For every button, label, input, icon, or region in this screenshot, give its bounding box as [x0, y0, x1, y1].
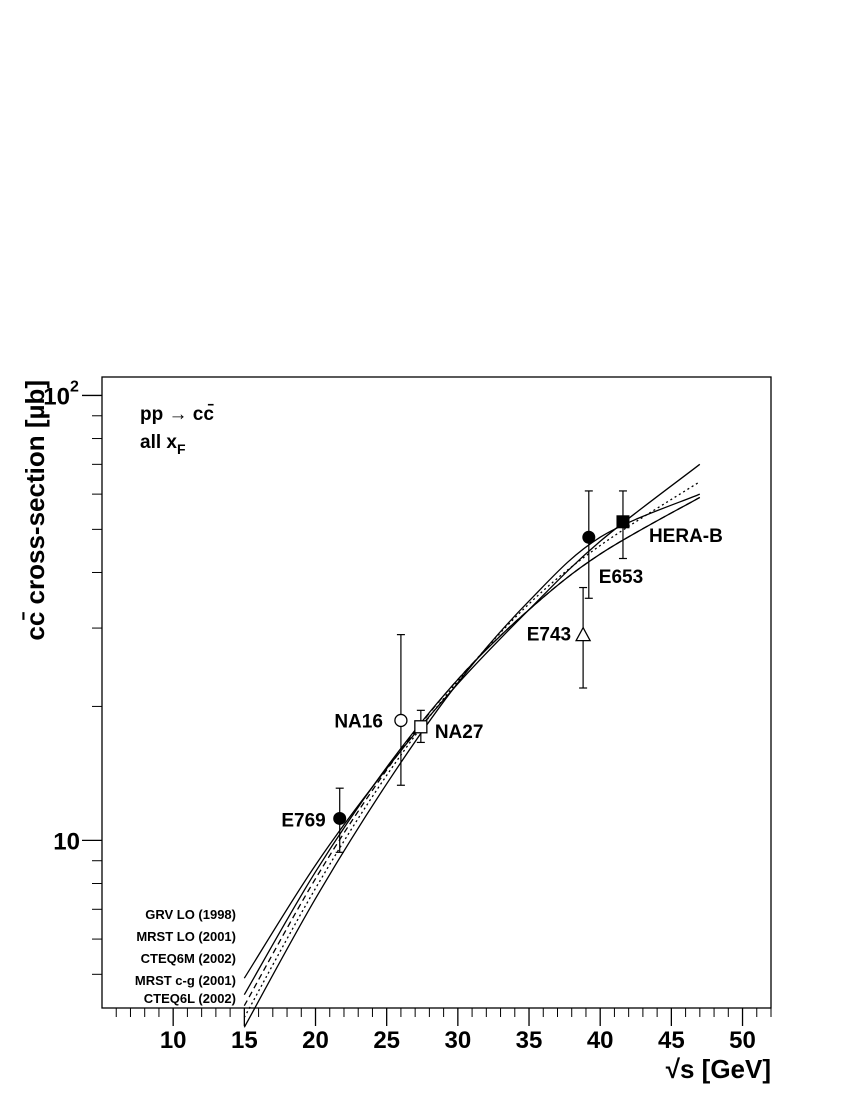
point-label: HERA-B [649, 526, 723, 547]
x-tick-label: 40 [587, 1027, 614, 1054]
marker-open-circle [394, 713, 408, 728]
curve-label-2: MRST LO (2001) [136, 929, 236, 944]
x-tick-label: 35 [516, 1027, 543, 1054]
x-tick-label: 20 [302, 1027, 329, 1054]
x-axis-title: √s [GeV] [666, 1054, 771, 1084]
plot-frame [101, 376, 772, 1009]
curve-label-1: GRV LO (1998) [145, 907, 236, 922]
data-point-e769: E769 [281, 787, 347, 853]
data-points: E769 NA16 NA27 E743 E653 HERA-B [281, 490, 723, 853]
x-tick-label: 10 [160, 1027, 187, 1054]
point-label: E769 [281, 810, 325, 831]
x-tick-label: 45 [658, 1027, 685, 1054]
x-tick-label: 15 [231, 1027, 258, 1054]
y-tick-label: 10 [53, 828, 80, 855]
curves [243, 463, 701, 1028]
curve-5 [243, 493, 701, 1028]
y-tick-exponent: 2 [70, 378, 79, 395]
data-point-na27: NA27 [414, 709, 484, 744]
labels: GRV LO (1998) MRST LO (2001) CTEQ6M (2002)… [135, 907, 236, 1006]
curve-4 [243, 481, 701, 1018]
marker-filled-circle [333, 811, 347, 825]
marker-open-triangle [575, 626, 592, 642]
annotation-line-2: all xF [140, 432, 186, 457]
x-tick-label: 50 [729, 1027, 756, 1054]
point-label: NA27 [435, 722, 484, 743]
x-tick-label: 30 [444, 1027, 471, 1054]
x-tick-label: 25 [373, 1027, 400, 1054]
curve-3 [243, 496, 701, 1007]
curve-label-4: MRST c-g (2001) [135, 973, 236, 988]
data-point-e743: E743 [527, 586, 592, 689]
annotation-subscript: F [177, 441, 186, 457]
marker-filled-circle [582, 530, 596, 544]
y-axis-title: cc̄ cross-section [µb] [20, 380, 50, 641]
marker-open-square [414, 720, 428, 734]
point-label: NA16 [334, 711, 383, 732]
data-point-e653: E653 [582, 490, 643, 599]
point-label: E743 [527, 625, 571, 646]
y-tick-label: 10 [43, 383, 70, 410]
data-point-na16: NA16 [334, 634, 408, 786]
point-label: E653 [599, 567, 643, 588]
marker-filled-square [616, 515, 630, 529]
curve-label-3: CTEQ6M (2002) [141, 951, 236, 966]
curve-label-5: CTEQ6L (2002) [144, 991, 236, 1006]
annotation-line-1: pp → cc̄ [140, 404, 214, 425]
data-point-hera-b: HERA-B [616, 490, 723, 560]
